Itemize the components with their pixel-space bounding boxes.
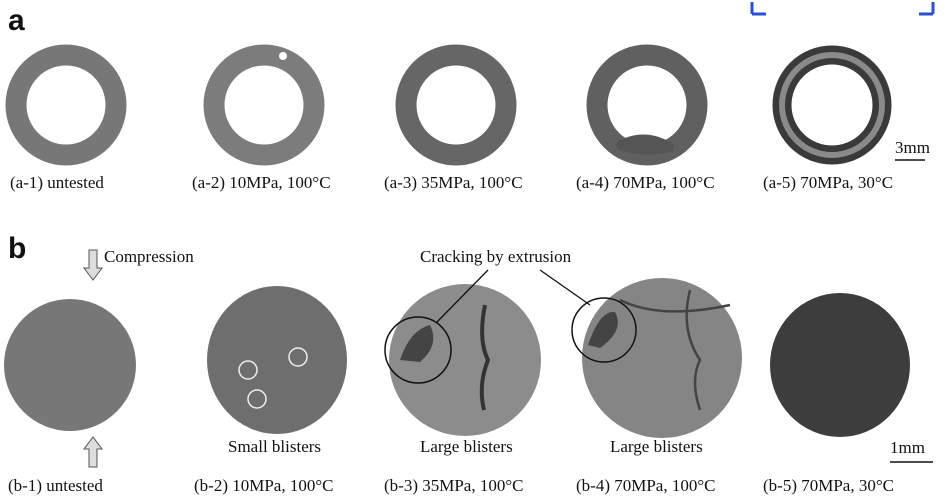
caption: (b-5) 70MPa, 30°C bbox=[763, 476, 894, 495]
disc bbox=[207, 286, 347, 434]
cropped-bracket bbox=[752, 2, 933, 14]
scale-label: 1mm bbox=[890, 438, 925, 457]
annotation: Cracking by extrusion bbox=[420, 247, 572, 266]
caption: (a-4) 70MPa, 100°C bbox=[576, 173, 715, 192]
defect bbox=[279, 52, 287, 60]
note: Large blisters bbox=[420, 437, 513, 456]
ring bbox=[406, 55, 506, 155]
note: Small blisters bbox=[228, 437, 321, 456]
arrow-down bbox=[84, 250, 102, 280]
ring bbox=[214, 55, 314, 155]
disc bbox=[4, 299, 136, 431]
ring-highlight bbox=[782, 55, 882, 155]
caption: (b-1) untested bbox=[8, 476, 103, 495]
caption: (b-4) 70MPa, 100°C bbox=[576, 476, 716, 495]
caption: (b-3) 35MPa, 100°C bbox=[384, 476, 524, 495]
disc bbox=[582, 278, 742, 438]
disc bbox=[770, 293, 910, 437]
scale-label: 3mm bbox=[895, 138, 930, 157]
caption: (b-2) 10MPa, 100°C bbox=[194, 476, 334, 495]
note: Large blisters bbox=[610, 437, 703, 456]
panel-label: b bbox=[8, 232, 26, 265]
pointer bbox=[540, 270, 590, 305]
caption: (a-5) 70MPa, 30°C bbox=[763, 173, 893, 192]
panel-label: a bbox=[8, 4, 25, 37]
caption: (a-1) untested bbox=[10, 173, 104, 192]
arrow-up bbox=[84, 437, 102, 467]
figure: a 3mm (a-1) untested (a-2) 10MPa, 100°C … bbox=[0, 0, 945, 499]
rings bbox=[16, 52, 882, 155]
annotation: Compression bbox=[104, 247, 194, 266]
caption: (a-3) 35MPa, 100°C bbox=[384, 173, 523, 192]
ring bbox=[16, 55, 116, 155]
caption: (a-2) 10MPa, 100°C bbox=[192, 173, 331, 192]
